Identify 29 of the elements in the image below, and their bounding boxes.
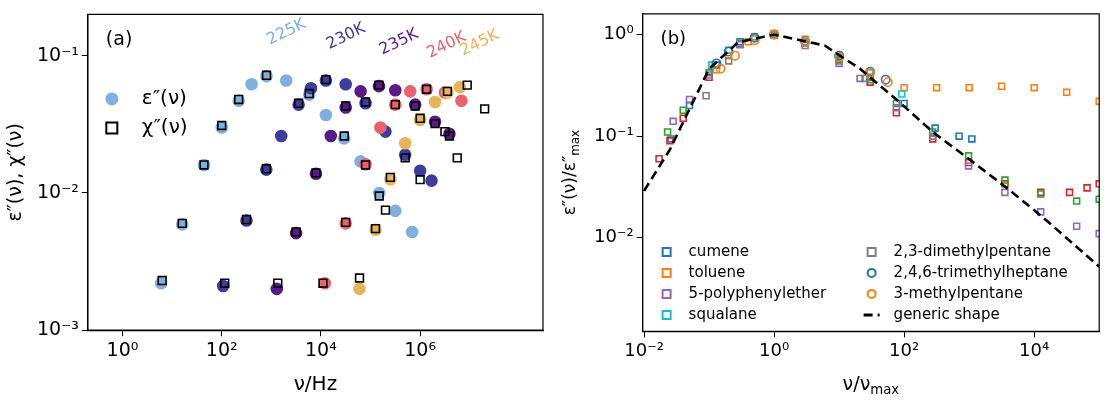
x-tick-label: 10⁰	[106, 337, 139, 360]
legend-label: generic shape	[893, 304, 1000, 323]
y-tick-label: 10⁻¹	[36, 42, 79, 65]
legend-label: 2,4,6-trimethylheptane	[893, 262, 1068, 281]
y-tick-label: 10⁻²	[594, 225, 634, 247]
legend-label: 5-polyphenylether	[688, 283, 827, 302]
annotation: (b)	[660, 27, 687, 49]
y-tick-label: 10⁰	[603, 22, 634, 44]
x-tick-label: 10²	[889, 338, 920, 360]
x-tick-label: 10⁰	[759, 338, 790, 360]
x-tick-label: 10⁻²	[624, 338, 664, 360]
x-tick-label: 10⁴	[305, 337, 338, 360]
x-tick-label: 10⁴	[1019, 338, 1050, 360]
legend-label: 3-methylpentane	[893, 283, 1023, 302]
legend-label: ε″(ν)	[141, 85, 187, 110]
y-axis-title: ε″(ν)/ε″max	[559, 129, 583, 216]
y-axis-title: ε″(ν), χ″(ν)	[2, 123, 25, 222]
legend-label: 2,3-dimethylpentane	[893, 241, 1051, 260]
legend-label: χ″(ν)	[141, 114, 188, 139]
annotation: (a)	[105, 27, 133, 50]
x-axis-title: ν/Hz	[293, 371, 338, 396]
x-tick-label: 10²	[205, 337, 238, 360]
legend-label: toluene	[688, 262, 746, 281]
legend-label: cumene	[688, 241, 749, 260]
x-tick-label: 10⁶	[404, 337, 437, 360]
legend-label: squalane	[688, 304, 757, 323]
y-tick-label: 10⁻³	[36, 317, 79, 340]
y-tick-label: 10⁻²	[36, 179, 79, 202]
y-tick-label: 10⁻¹	[594, 123, 634, 145]
